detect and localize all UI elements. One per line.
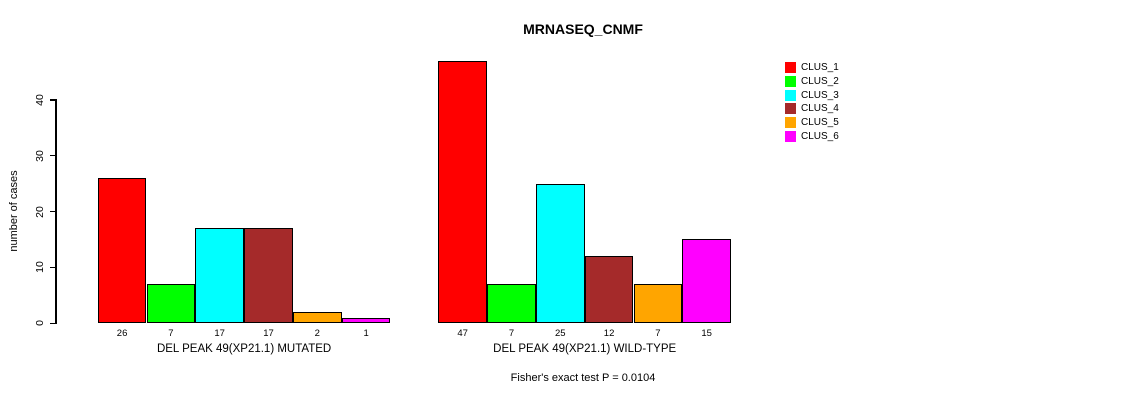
bar-clus_2 — [487, 284, 536, 324]
legend-item: CLUS_3 — [785, 88, 839, 102]
bar-value-label: 2 — [314, 328, 320, 339]
bar-value-label: 47 — [457, 328, 468, 339]
bar-clus_4 — [244, 228, 293, 324]
legend-label: CLUS_5 — [801, 117, 839, 129]
bar-clus_1 — [97, 178, 147, 324]
y-tick — [50, 266, 57, 269]
legend-swatch-clus_1 — [785, 62, 796, 74]
legend-label: CLUS_6 — [801, 130, 839, 142]
bar-value-label: 15 — [701, 328, 712, 339]
y-tick — [50, 99, 57, 101]
bar-clus_6 — [682, 239, 732, 324]
legend-swatch-clus_6 — [785, 130, 796, 142]
legend-swatch-clus_5 — [785, 117, 796, 129]
bar-clus_5 — [292, 312, 342, 324]
legend-item: CLUS_5 — [785, 116, 839, 130]
y-tick-label: 0 — [34, 320, 46, 327]
bar-value-label: 7 — [168, 328, 174, 339]
y-tick-label: 30 — [34, 149, 46, 162]
legend-label: CLUS_4 — [801, 103, 839, 115]
bar-value-label: 25 — [555, 328, 566, 339]
bar-value-label: 17 — [263, 328, 274, 339]
legend-swatch-clus_2 — [785, 76, 796, 88]
bar-value-label: 26 — [116, 328, 128, 339]
bar-value-label: 17 — [214, 328, 225, 339]
legend-item: CLUS_6 — [785, 130, 839, 144]
legend-swatch-clus_4 — [785, 103, 796, 115]
bar-clus_3 — [535, 183, 585, 324]
y-tick-label: 20 — [34, 205, 46, 218]
group-axis-label: DEL PEAK 49(XP21.1) WILD-TYPE — [493, 343, 677, 355]
bar-value-label: 1 — [363, 328, 369, 339]
bar-clus_2 — [146, 284, 196, 324]
legend-item: CLUS_1 — [785, 61, 839, 75]
legend-label: CLUS_1 — [801, 62, 839, 74]
y-tick — [50, 322, 57, 325]
group-axis-label: DEL PEAK 49(XP21.1) MUTATED — [156, 343, 332, 355]
y-tick — [50, 154, 57, 157]
bar-clus_6 — [341, 317, 391, 324]
y-tick-label: 10 — [34, 261, 46, 274]
chart-title: MRNASEQ_CNMF — [523, 21, 643, 37]
bar-value-label: 12 — [603, 328, 615, 339]
y-tick-label: 40 — [34, 93, 46, 106]
bar-clus_3 — [195, 228, 245, 324]
bar-clus_5 — [633, 284, 683, 324]
y-tick — [50, 210, 57, 213]
bar-value-label: 7 — [508, 328, 515, 339]
legend-swatch-clus_3 — [785, 89, 796, 101]
fisher-test-annotation: Fisher's exact test P = 0.0104 — [510, 372, 656, 384]
y-axis-label: number of cases — [8, 170, 20, 252]
legend-item: CLUS_4 — [785, 102, 839, 116]
bar-clus_1 — [438, 60, 488, 324]
bar-clus_4 — [584, 256, 634, 324]
legend-label: CLUS_3 — [801, 89, 839, 101]
legend-item: CLUS_2 — [785, 75, 839, 89]
bar-value-label: 7 — [655, 328, 661, 339]
legend-label: CLUS_2 — [801, 76, 839, 88]
